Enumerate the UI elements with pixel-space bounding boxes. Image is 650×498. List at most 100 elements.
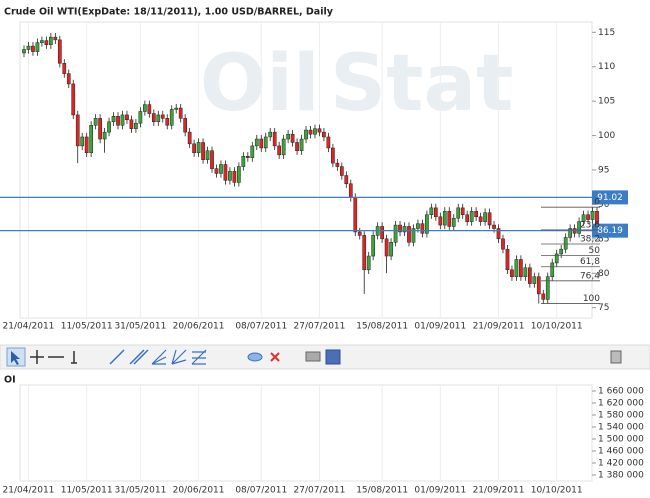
candle-body (26, 45, 31, 50)
candle-body (263, 136, 268, 149)
candle-body (151, 113, 156, 123)
candle-body (505, 248, 510, 271)
tool-print[interactable] (305, 351, 321, 362)
candle-body (510, 269, 514, 277)
candle-body (31, 45, 35, 52)
tool-channel[interactable] (129, 349, 149, 365)
candle-body (75, 114, 80, 147)
level-tag (592, 190, 628, 205)
candle-body (295, 142, 299, 151)
tool-crosshair[interactable] (30, 350, 44, 364)
fib-label: 61,8 (580, 257, 600, 267)
candle-body (380, 226, 384, 240)
candle-body (232, 171, 237, 183)
candle-body (107, 121, 111, 133)
y-tick-label: 95 (598, 166, 609, 176)
candle-body (541, 293, 546, 300)
candle-body (254, 138, 259, 147)
candle-body (35, 42, 40, 52)
candle-body (438, 216, 443, 226)
fib-label: 50 (589, 246, 601, 256)
candle-body (313, 128, 317, 135)
tool-ellipse[interactable] (247, 352, 263, 362)
candle-body (348, 183, 353, 198)
x-tick-label: 21/09/2011 (473, 486, 525, 496)
tool-save[interactable] (325, 349, 341, 365)
fib-label: 38,2 (580, 234, 600, 244)
fib-label: 100 (583, 294, 600, 304)
level-tag (592, 223, 628, 238)
candle-body (84, 136, 89, 154)
candle-body (393, 224, 398, 243)
x-tick-label: 31/05/2011 (114, 322, 166, 332)
candle-body (331, 147, 335, 164)
candle-body (501, 238, 505, 250)
panel-title: OI (4, 375, 16, 386)
candle-body (407, 226, 411, 243)
watermark-text: Oil (200, 39, 320, 129)
y-tick-label: 85 (598, 234, 609, 244)
candle-body (250, 145, 255, 158)
candle-body (156, 114, 161, 123)
tool-delete[interactable] (270, 352, 280, 362)
x-tick-label: 20/06/2011 (173, 322, 225, 332)
y-tick-label: 110 (598, 62, 615, 72)
candle-body (384, 238, 389, 257)
x-tick-label: 27/07/2011 (294, 322, 346, 332)
tool-trendline[interactable] (109, 349, 125, 365)
tool-gann[interactable] (171, 349, 187, 365)
candle-body (259, 138, 264, 149)
tool-fan[interactable] (151, 349, 167, 365)
fib-label: 23,6 (580, 220, 600, 230)
tool-trash[interactable] (610, 350, 622, 364)
candle-body (125, 114, 129, 120)
candle-body (339, 166, 344, 176)
candle-body (57, 39, 62, 64)
candle-body (304, 129, 308, 140)
candle-body (416, 223, 420, 229)
candle-body (451, 217, 456, 227)
candle-body (420, 223, 425, 234)
candle-body (545, 276, 550, 300)
candle-body (402, 226, 407, 233)
candle-body (581, 214, 586, 222)
y-tick-label: 1 420 000 (598, 459, 644, 469)
tool-fibo[interactable] (191, 349, 207, 365)
candle-body (138, 111, 143, 124)
candle-body (62, 63, 67, 74)
candle-body (201, 142, 205, 160)
candle-body (469, 211, 474, 222)
candle-body (433, 207, 438, 218)
candle-body (22, 49, 26, 54)
candle-body (550, 262, 555, 277)
candle-body (536, 276, 541, 295)
candle-body (532, 276, 537, 284)
candle-body (80, 136, 85, 147)
candle-body (429, 207, 434, 215)
candle-body (483, 212, 487, 222)
y-tick-label: 1 660 000 (598, 387, 644, 397)
candle-body (49, 36, 53, 45)
y-tick-label: 1 500 000 (598, 435, 644, 445)
x-tick-label: 21/04/2011 (3, 322, 55, 332)
candle-body (98, 118, 102, 140)
candle-body (456, 207, 461, 219)
candle-body (398, 224, 402, 233)
candle-body (187, 131, 192, 145)
candle-body (165, 118, 170, 126)
candle-body (53, 36, 58, 41)
x-tick-label: 21/09/2011 (473, 322, 525, 332)
candle-body (514, 259, 519, 277)
candle-body (286, 133, 290, 140)
fib-label: 76,4 (580, 271, 600, 281)
candle-body (478, 216, 483, 222)
tool-vline[interactable] (71, 351, 77, 364)
y-tick-label: 1 620 000 (598, 399, 644, 409)
candle-body (129, 119, 134, 129)
candle-body (344, 175, 349, 185)
level-label: 86.19 (597, 226, 623, 236)
x-tick-label: 11/05/2011 (61, 322, 113, 332)
watermark: Oil Stat (200, 39, 513, 129)
candle-body (160, 114, 165, 119)
